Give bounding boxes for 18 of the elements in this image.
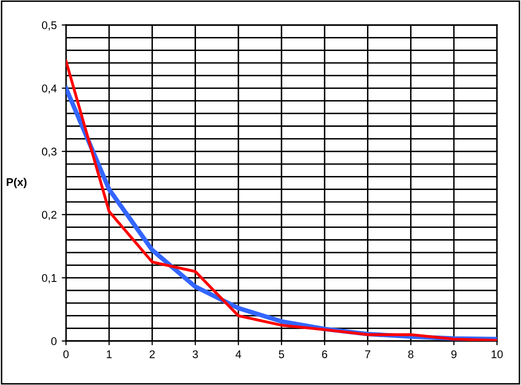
- x-tick-label: 4: [236, 350, 242, 358]
- x-tick-label: 5: [278, 350, 284, 358]
- y-tick-label: 0,2: [42, 210, 56, 220]
- x-tick-label: 7: [365, 350, 370, 358]
- x-tick-label: 1: [106, 350, 112, 358]
- y-tick-label: 0,1: [42, 274, 56, 284]
- y-tick-label: 0,5: [42, 21, 57, 30]
- x-tick-label: 8: [408, 350, 414, 358]
- x-tick-label: 3: [192, 350, 198, 358]
- x-tick-label: 10: [492, 350, 503, 358]
- y-tick-label: 0,3: [42, 148, 56, 157]
- y-tick-label: 0: [51, 337, 57, 346]
- y-tick-label: 0,4: [42, 84, 57, 94]
- x-tick-label: 2: [150, 350, 155, 358]
- y-axis-title: P(x): [6, 178, 26, 188]
- x-tick-label: 6: [322, 350, 328, 358]
- x-tick-label: 0: [63, 350, 69, 358]
- x-tick-label: 9: [451, 350, 456, 358]
